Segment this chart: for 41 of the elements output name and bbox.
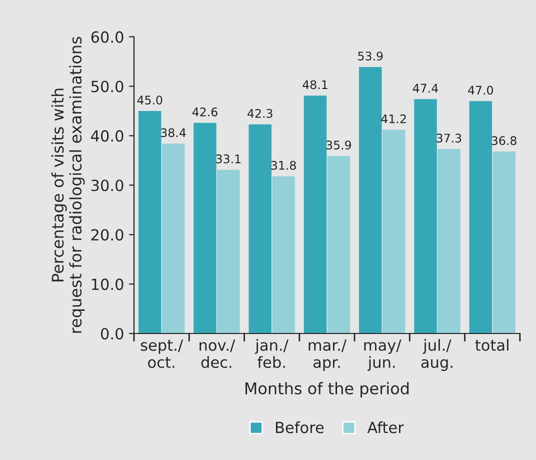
x-tick-label: jan./ feb.: [254, 339, 288, 368]
y-tick-label: 10.0: [92, 278, 124, 290]
data-label: 53.9: [358, 52, 383, 61]
legend-label: After: [367, 421, 404, 434]
legend-label: Before: [276, 421, 324, 434]
bar: [382, 130, 406, 334]
data-label: 42.3: [248, 108, 272, 118]
bar: [327, 156, 350, 334]
bar: [217, 170, 240, 334]
x-tick-label: mar./ apr.: [308, 340, 347, 371]
bar: [162, 144, 185, 334]
bar: [272, 176, 295, 334]
data-label: 38.4: [161, 128, 186, 138]
data-label: 42.6: [192, 107, 218, 116]
data-label: 47.4: [412, 84, 438, 92]
bar: [414, 99, 437, 334]
y-tick-label: 0.0: [100, 328, 124, 340]
bar: [194, 122, 216, 334]
x-tick-label: sept./ oct.: [140, 340, 184, 368]
y-tick-label: 60.0: [91, 31, 124, 43]
data-label: 48.1: [302, 80, 328, 90]
bar: [438, 149, 460, 334]
data-label: 35.9: [326, 140, 351, 150]
y-tick-label: 30.0: [91, 180, 124, 192]
x-axis-title: Months of the period: [245, 382, 409, 398]
x-tick-label: total: [475, 339, 508, 351]
bar: [359, 66, 382, 334]
x-tick-label: jul./ aug.: [421, 339, 452, 371]
y-tick-label: 50.0: [91, 80, 124, 92]
bar: [304, 96, 327, 334]
y-axis-title: Percentage of visits with request for radiological examinations: [51, 36, 85, 333]
bar: [469, 101, 492, 334]
bar: [138, 110, 162, 334]
x-tick-label: nov./ dec.: [200, 340, 236, 368]
y-tick-label: 40.0: [91, 130, 124, 142]
bar: [492, 152, 516, 334]
data-label: 45.0: [137, 96, 162, 105]
bar: [248, 124, 272, 334]
data-label: 47.0: [468, 86, 493, 95]
y-tick-label: 20.0: [91, 229, 124, 241]
x-tick-label: may/ jun.: [364, 340, 402, 371]
